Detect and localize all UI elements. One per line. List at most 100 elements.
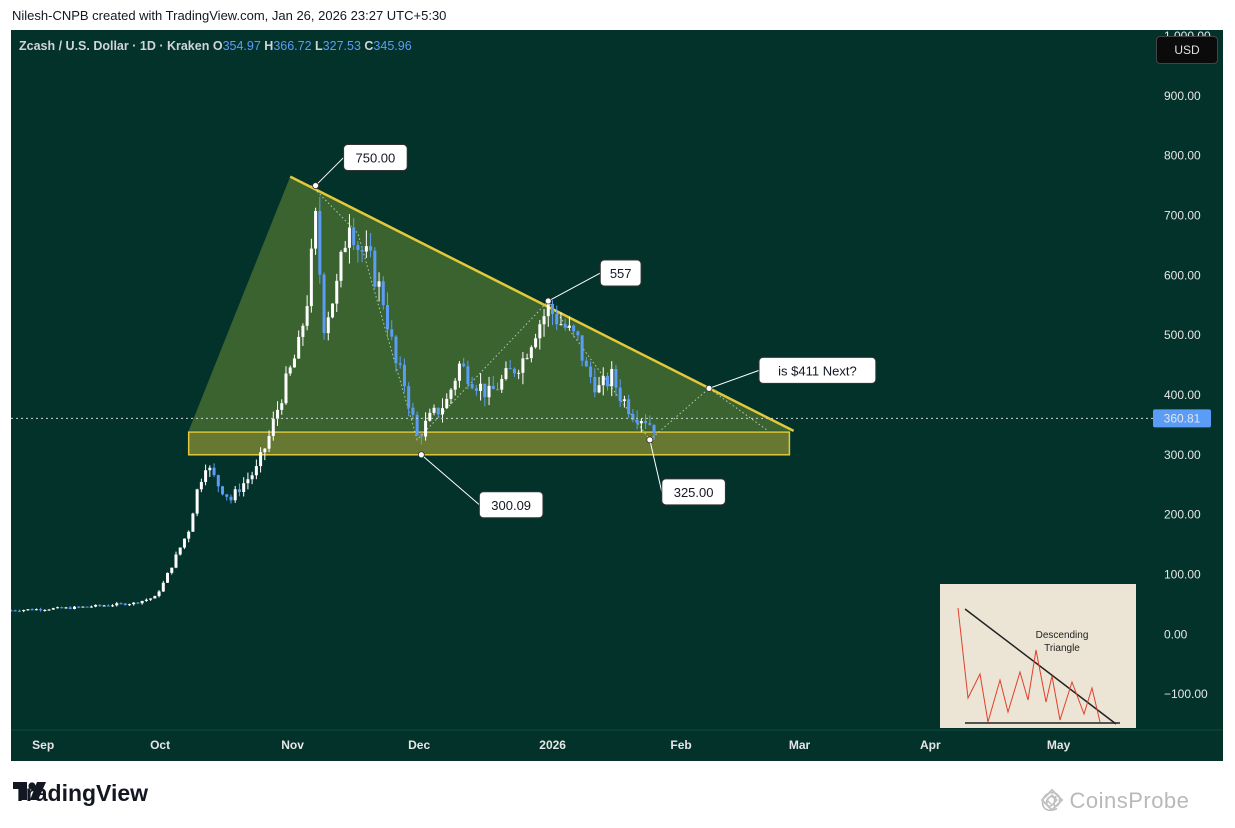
- bear-candle[interactable]: [119, 603, 123, 605]
- bull-candle[interactable]: [525, 358, 529, 360]
- bear-candle[interactable]: [415, 414, 419, 436]
- bear-candle[interactable]: [39, 609, 43, 611]
- bear-candle[interactable]: [593, 377, 597, 393]
- bull-candle[interactable]: [529, 347, 533, 359]
- bear-candle[interactable]: [631, 414, 635, 420]
- bull-candle[interactable]: [297, 336, 301, 359]
- bull-candle[interactable]: [457, 363, 461, 381]
- bull-candle[interactable]: [517, 372, 521, 374]
- bear-candle[interactable]: [360, 250, 364, 252]
- bull-candle[interactable]: [161, 582, 165, 592]
- bull-candle[interactable]: [178, 547, 182, 555]
- bull-candle[interactable]: [441, 408, 445, 415]
- bear-candle[interactable]: [373, 250, 377, 287]
- bull-candle[interactable]: [432, 407, 436, 413]
- bull-candle[interactable]: [521, 358, 525, 373]
- bull-candle[interactable]: [445, 398, 449, 409]
- bear-candle[interactable]: [30, 609, 34, 611]
- bull-candle[interactable]: [140, 600, 144, 604]
- bear-candle[interactable]: [11, 610, 13, 612]
- bull-candle[interactable]: [43, 609, 47, 611]
- bear-candle[interactable]: [584, 360, 588, 367]
- bear-candle[interactable]: [123, 603, 127, 605]
- chart-panel[interactable]: 360.811,000.00900.00800.00700.00600.0050…: [11, 30, 1223, 761]
- bull-candle[interactable]: [199, 481, 203, 490]
- bull-candle[interactable]: [276, 409, 280, 419]
- bear-candle[interactable]: [563, 324, 567, 328]
- bull-candle[interactable]: [305, 306, 309, 326]
- bull-candle[interactable]: [254, 466, 258, 476]
- bull-candle[interactable]: [204, 470, 208, 482]
- bear-candle[interactable]: [627, 399, 631, 415]
- bull-candle[interactable]: [271, 418, 275, 437]
- bear-candle[interactable]: [470, 384, 474, 389]
- bull-candle[interactable]: [166, 572, 170, 583]
- tradingview-brand[interactable]: TradingView: [13, 780, 148, 807]
- bull-candle[interactable]: [449, 389, 453, 399]
- bear-candle[interactable]: [318, 210, 322, 275]
- bull-candle[interactable]: [144, 599, 148, 601]
- bull-candle[interactable]: [153, 596, 157, 599]
- bear-candle[interactable]: [555, 314, 559, 325]
- bull-candle[interactable]: [639, 421, 643, 424]
- bear-candle[interactable]: [407, 386, 411, 408]
- bull-candle[interactable]: [538, 324, 542, 339]
- bear-candle[interactable]: [398, 363, 402, 365]
- bull-candle[interactable]: [364, 246, 368, 252]
- bull-candle[interactable]: [339, 251, 343, 281]
- bull-candle[interactable]: [233, 489, 237, 501]
- bear-candle[interactable]: [551, 303, 555, 315]
- bear-candle[interactable]: [60, 607, 64, 609]
- bear-candle[interactable]: [381, 281, 385, 306]
- bear-candle[interactable]: [462, 363, 466, 367]
- price-chart[interactable]: 360.811,000.00900.00800.00700.00600.0050…: [11, 30, 1223, 761]
- bull-candle[interactable]: [331, 303, 335, 318]
- bull-candle[interactable]: [47, 609, 51, 611]
- bear-candle[interactable]: [614, 368, 618, 388]
- bull-candle[interactable]: [343, 247, 347, 252]
- bear-candle[interactable]: [618, 387, 622, 402]
- bear-candle[interactable]: [216, 475, 220, 487]
- bull-candle[interactable]: [132, 602, 136, 605]
- callout-box[interactable]: [661, 478, 726, 506]
- currency-button[interactable]: USD: [1156, 36, 1218, 64]
- bull-candle[interactable]: [195, 489, 199, 514]
- bull-candle[interactable]: [187, 531, 191, 539]
- bull-candle[interactable]: [504, 368, 508, 379]
- bear-candle[interactable]: [576, 331, 580, 336]
- bull-candle[interactable]: [280, 403, 284, 410]
- bull-candle[interactable]: [567, 325, 571, 328]
- bull-candle[interactable]: [246, 479, 250, 484]
- bull-candle[interactable]: [72, 606, 76, 610]
- bull-candle[interactable]: [597, 385, 601, 393]
- bull-candle[interactable]: [534, 338, 538, 348]
- bull-candle[interactable]: [263, 448, 267, 453]
- bear-candle[interactable]: [229, 496, 233, 501]
- bull-candle[interactable]: [259, 452, 263, 467]
- bear-candle[interactable]: [85, 606, 89, 608]
- bear-candle[interactable]: [13, 610, 17, 612]
- bear-candle[interactable]: [17, 610, 21, 612]
- bull-candle[interactable]: [242, 483, 246, 492]
- bear-candle[interactable]: [466, 366, 470, 385]
- bear-candle[interactable]: [394, 336, 398, 364]
- bull-candle[interactable]: [542, 316, 546, 325]
- bear-candle[interactable]: [106, 605, 110, 607]
- bear-candle[interactable]: [322, 274, 326, 334]
- bear-candle[interactable]: [635, 419, 639, 424]
- bear-candle[interactable]: [436, 407, 440, 415]
- callout-box[interactable]: [758, 356, 877, 384]
- bear-candle[interactable]: [580, 335, 584, 361]
- bull-candle[interactable]: [610, 368, 614, 387]
- bull-candle[interactable]: [309, 248, 313, 307]
- bull-candle[interactable]: [347, 227, 351, 248]
- bull-candle[interactable]: [479, 383, 483, 391]
- bull-candle[interactable]: [377, 281, 381, 287]
- bear-candle[interactable]: [589, 366, 593, 378]
- bear-candle[interactable]: [136, 602, 140, 604]
- bull-candle[interactable]: [267, 436, 271, 449]
- bear-candle[interactable]: [483, 383, 487, 398]
- bull-candle[interactable]: [64, 607, 68, 609]
- bear-candle[interactable]: [572, 325, 576, 332]
- bull-candle[interactable]: [326, 317, 330, 334]
